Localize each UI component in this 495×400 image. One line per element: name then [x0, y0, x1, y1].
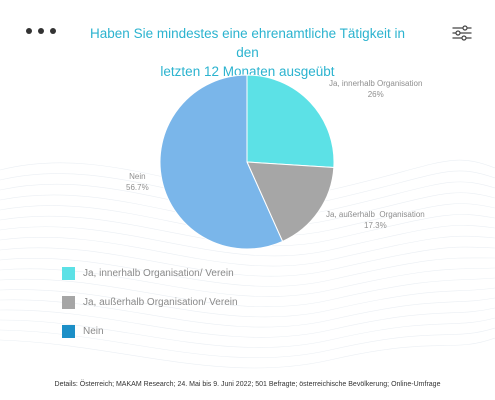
slice-innerhalb[interactable] — [246, 74, 335, 168]
chart-title-line2: letzten 12 Monaten ausgeübt — [160, 64, 335, 79]
more-horizontal-icon[interactable] — [26, 28, 56, 34]
slice-name-ausserhalb: Ja, außerhalb Organisation — [326, 210, 425, 219]
slice-ausserhalb[interactable] — [246, 161, 335, 243]
legend-swatch-ausserhalb — [62, 295, 75, 309]
slice-nein[interactable] — [159, 74, 284, 250]
chart-legend: Ja, innerhalb Organisation/ Verein Ja, a… — [62, 266, 238, 353]
slice-label-nein: Nein 56.7% — [126, 171, 149, 193]
legend-item-innerhalb[interactable]: Ja, innerhalb Organisation/ Verein — [62, 266, 238, 280]
chart-title: Haben Sie mindestes eine ehrenamtliche T… — [80, 24, 415, 81]
slice-label-innerhalb: Ja, innerhalb Organisation 26% — [329, 78, 422, 100]
slice-name-innerhalb: Ja, innerhalb Organisation — [329, 79, 423, 88]
legend-swatch-innerhalb — [62, 266, 75, 280]
slice-value-innerhalb: 26% — [367, 90, 384, 99]
legend-item-nein[interactable]: Nein — [62, 324, 238, 338]
slice-value-ausserhalb: 17.3% — [364, 221, 387, 230]
legend-label-ausserhalb: Ja, außerhalb Organisation/ Verein — [83, 296, 238, 308]
legend-item-ausserhalb[interactable]: Ja, außerhalb Organisation/ Verein — [62, 295, 238, 309]
sliders-icon[interactable] — [452, 25, 472, 41]
legend-swatch-nein — [62, 324, 75, 338]
slice-value-nein: 56.7% — [126, 183, 149, 192]
legend-label-innerhalb: Ja, innerhalb Organisation/ Verein — [83, 267, 234, 279]
legend-label-nein: Nein — [83, 325, 104, 337]
chart-title-line1: Haben Sie mindestes eine ehrenamtliche T… — [90, 26, 405, 60]
slice-name-nein: Nein — [129, 172, 146, 181]
slice-label-ausserhalb: Ja, außerhalb Organisation 17.3% — [326, 209, 425, 231]
details-footnote: Details: Österreich; MAKAM Research; 24.… — [54, 381, 441, 388]
